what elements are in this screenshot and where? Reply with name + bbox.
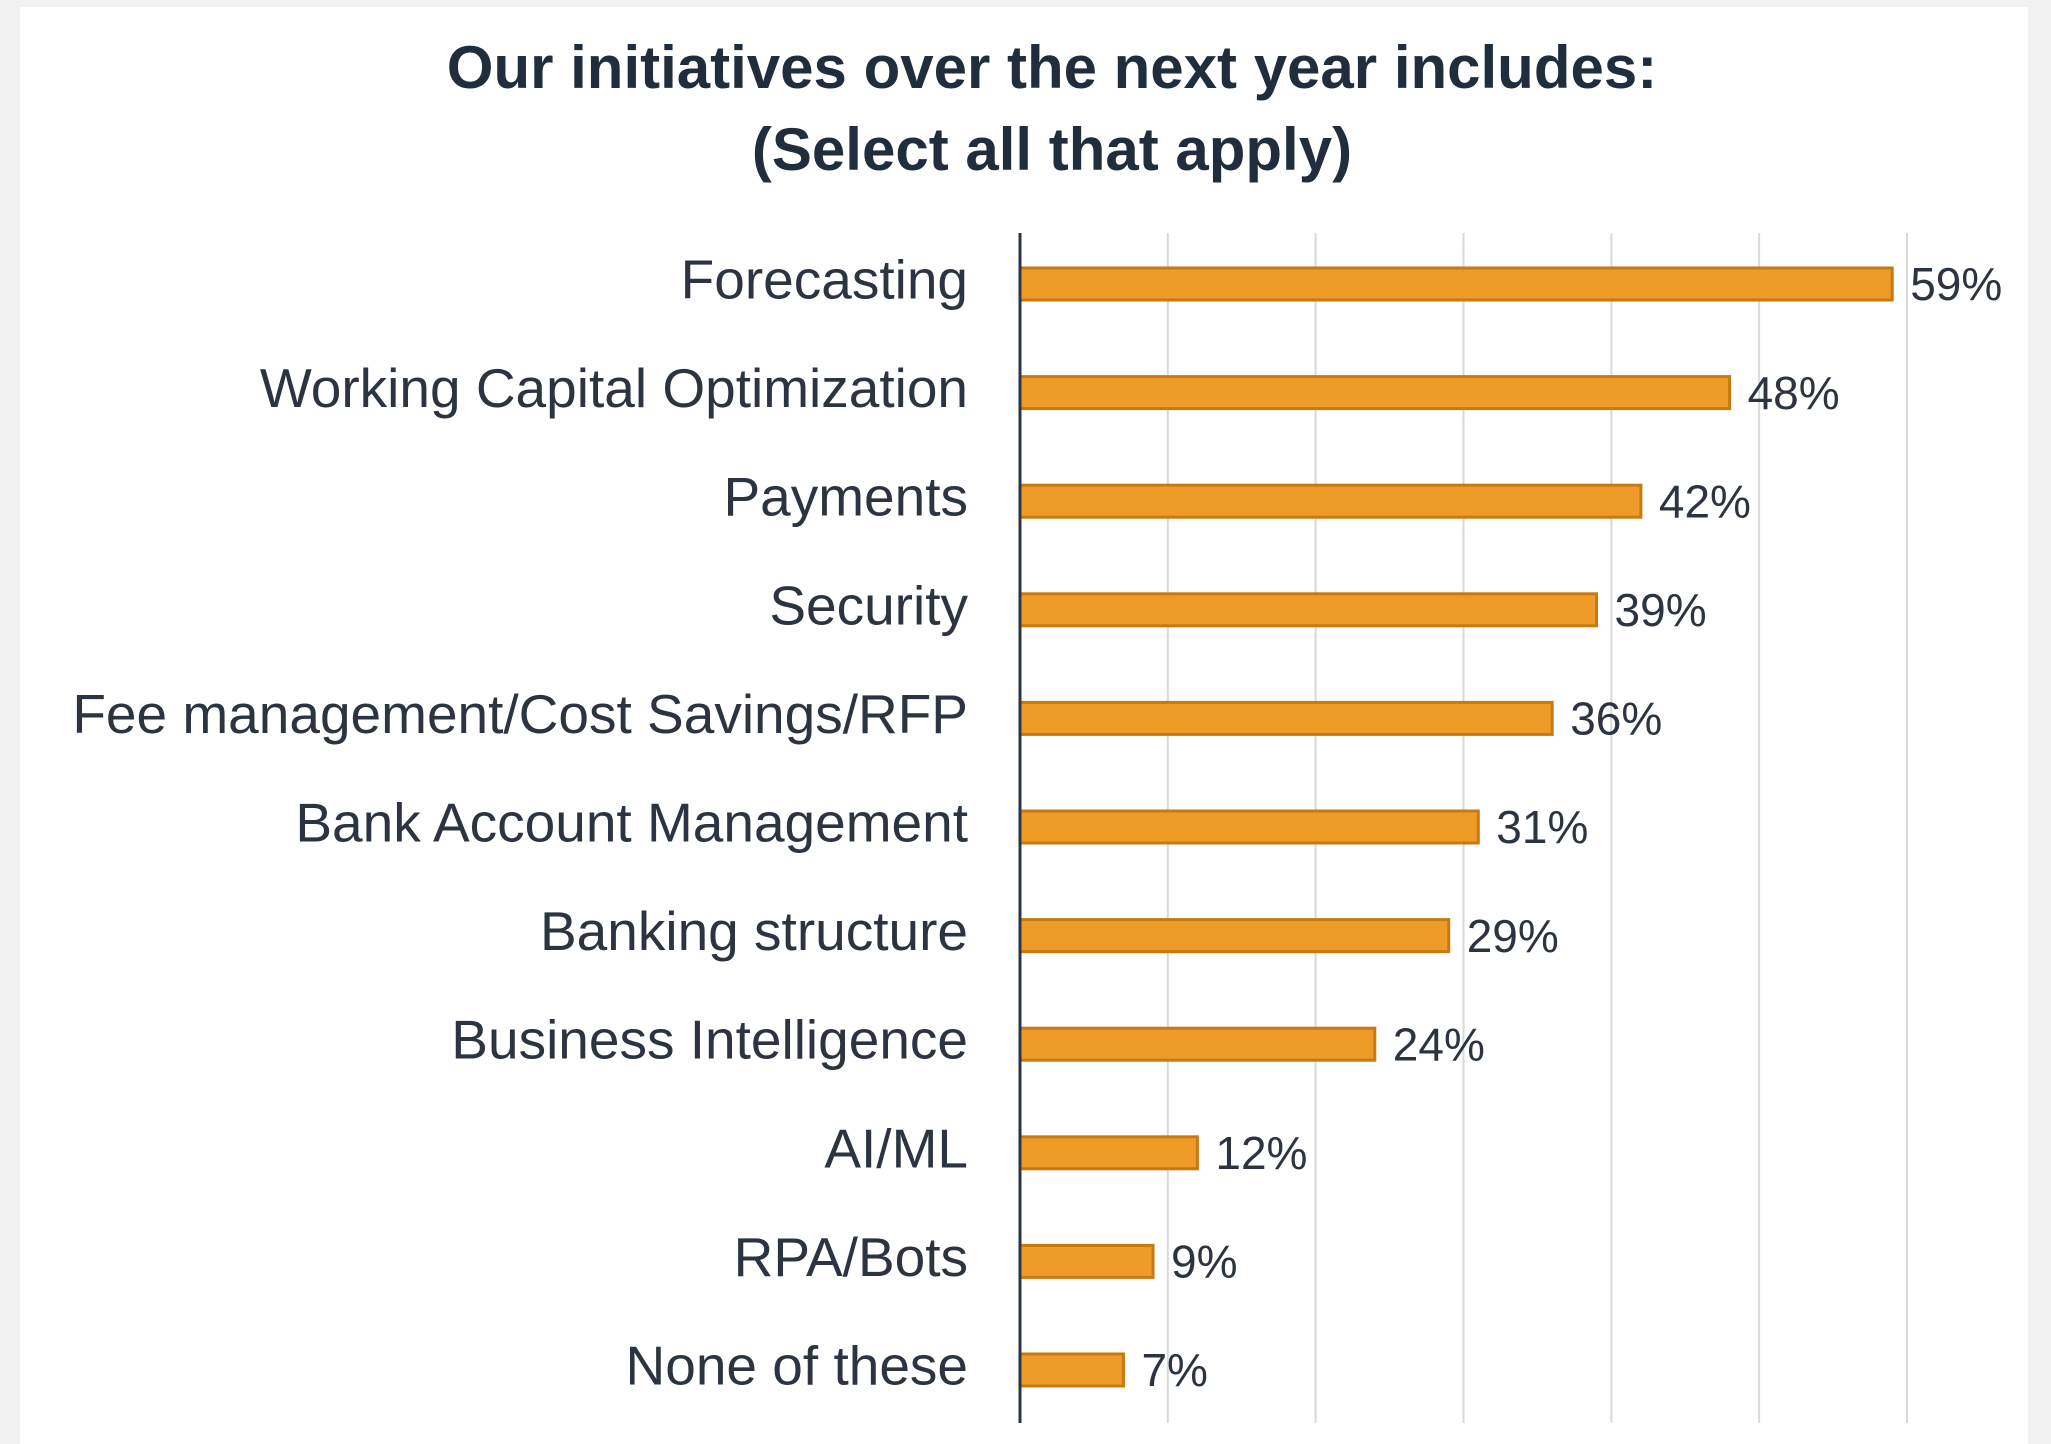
- bars: [1018, 266, 1894, 1388]
- bar: [1018, 1243, 1155, 1279]
- value-label: 59%: [1910, 258, 2002, 310]
- bar: [1018, 592, 1599, 628]
- category-label: Payments: [723, 466, 968, 528]
- bar: [1018, 700, 1554, 736]
- bar: [1018, 1026, 1377, 1062]
- bar: [1018, 809, 1480, 845]
- value-label: 39%: [1615, 584, 1707, 636]
- value-label: 48%: [1748, 367, 1840, 419]
- bar: [1018, 266, 1894, 302]
- bar: [1018, 918, 1451, 954]
- category-label: Bank Account Management: [295, 792, 968, 854]
- bar: [1018, 1352, 1125, 1388]
- value-label: 7%: [1141, 1344, 1207, 1396]
- value-label: 9%: [1171, 1236, 1237, 1288]
- value-label: 31%: [1496, 801, 1588, 853]
- category-label: Security: [769, 574, 968, 636]
- category-label: Working Capital Optimization: [260, 357, 968, 419]
- value-label: 24%: [1393, 1018, 1485, 1070]
- value-label: 42%: [1659, 475, 1751, 527]
- bar: [1018, 375, 1732, 411]
- category-label: None of these: [626, 1335, 968, 1397]
- value-label: 12%: [1215, 1127, 1307, 1179]
- value-label: 29%: [1467, 910, 1559, 962]
- category-label: Banking structure: [540, 900, 968, 962]
- category-label: Business Intelligence: [451, 1009, 968, 1071]
- bar: [1018, 483, 1643, 519]
- value-label: 36%: [1570, 693, 1662, 745]
- category-label: Fee management/Cost Savings/RFP: [72, 683, 968, 745]
- category-label: RPA/Bots: [734, 1226, 968, 1288]
- chart-title: Our initiatives over the next year inclu…: [447, 34, 1657, 101]
- category-label: Forecasting: [681, 249, 968, 311]
- bar: [1018, 1135, 1199, 1171]
- category-label: AI/ML: [824, 1117, 968, 1179]
- chart-subtitle: (Select all that apply): [752, 116, 1352, 183]
